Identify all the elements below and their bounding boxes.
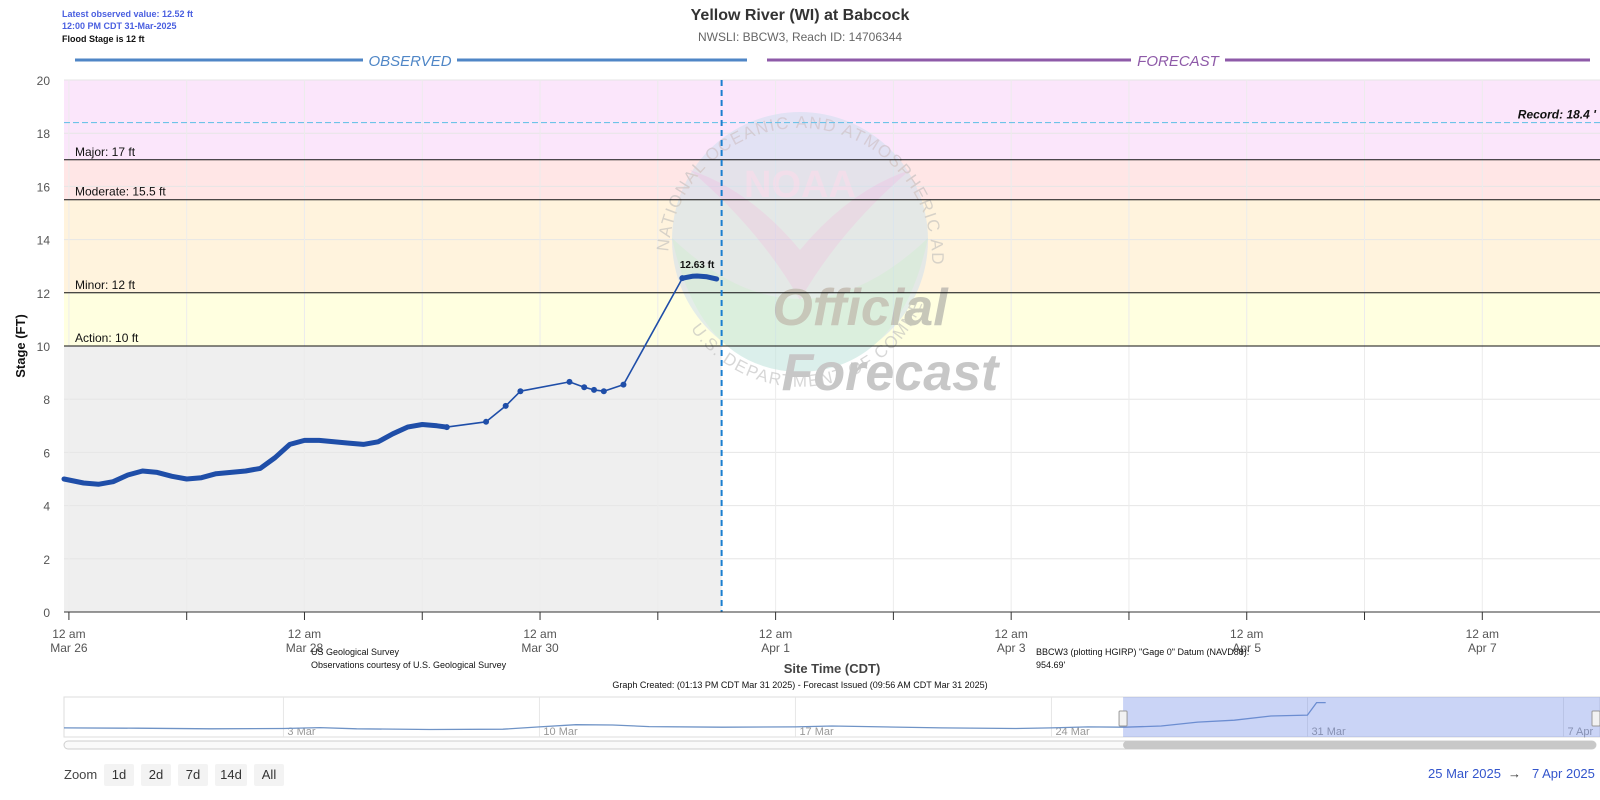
observed-point bbox=[591, 386, 598, 393]
observed-point bbox=[517, 388, 524, 395]
zoom-7d-button[interactable]: 7d bbox=[178, 764, 208, 786]
source-name: US Geological Survey bbox=[311, 647, 400, 657]
x-tick-label-date: Apr 7 bbox=[1468, 641, 1497, 655]
navigator: 3 Mar 10 Mar 17 Mar 24 Mar 31 Mar 7 Apr bbox=[63, 696, 1600, 750]
observed-point bbox=[483, 418, 490, 425]
zoom-14d-button[interactable]: 14d bbox=[215, 764, 247, 786]
source-note: Observations courtesy of U.S. Geological… bbox=[311, 660, 507, 670]
x-tick-label-date: Mar 26 bbox=[50, 641, 88, 655]
y-tick-label: 18 bbox=[37, 127, 51, 141]
x-axis-title: Site Time (CDT) bbox=[784, 661, 881, 676]
navigator-selection bbox=[1123, 697, 1600, 737]
datum-line-1: BBCW3 (plotting HGIRP) "Gage 0" Datum (N… bbox=[1036, 647, 1250, 657]
y-tick-label: 6 bbox=[43, 446, 50, 460]
x-tick-label-date: Mar 28 bbox=[286, 641, 324, 655]
x-tick-label-date: Mar 30 bbox=[521, 641, 559, 655]
datum-line-2: 954.69' bbox=[1036, 660, 1066, 670]
navigator-handle-left[interactable] bbox=[1118, 710, 1128, 727]
chart-subtitle: NWSLI: BBCW3, Reach ID: 14706344 bbox=[697, 30, 903, 44]
x-tick-label-time: 12 am bbox=[52, 627, 85, 641]
y-tick-label: 2 bbox=[43, 553, 50, 567]
latest-observed-time: 12:00 PM CDT 31-Mar-2025 bbox=[62, 21, 177, 31]
flood-label-major: Major: 17 ft bbox=[75, 145, 136, 159]
zoom-2d-button[interactable]: 2d bbox=[141, 764, 171, 786]
navigator-label: 24 Mar bbox=[1055, 726, 1090, 738]
zoom-label: Zoom bbox=[64, 767, 98, 782]
noaa-wave-icon bbox=[672, 238, 928, 372]
flood-stage-note: Flood Stage is 12 ft bbox=[62, 34, 145, 44]
range-to[interactable]: 7 Apr 2025 bbox=[1532, 766, 1595, 781]
latest-observed-value: Latest observed value: 12.52 ft bbox=[62, 9, 194, 19]
zoom-all-button[interactable]: All bbox=[254, 764, 284, 786]
y-tick-label: 4 bbox=[43, 500, 50, 514]
peak-value-label: 12.63 ft bbox=[680, 260, 715, 271]
y-tick-label: 20 bbox=[37, 74, 51, 88]
observed-point bbox=[581, 384, 588, 391]
observed-section-label: OBSERVED bbox=[368, 53, 451, 70]
chart-title: Yellow River (WI) at Babcock bbox=[690, 7, 910, 24]
y-tick-label: 16 bbox=[37, 180, 51, 194]
range-from[interactable]: 25 Mar 2025 bbox=[1428, 766, 1501, 781]
navigator-label: 3 Mar bbox=[287, 726, 315, 738]
y-tick-label: 12 bbox=[37, 287, 51, 301]
x-tick-label-time: 12 am bbox=[994, 627, 1027, 641]
flood-label-action: Action: 10 ft bbox=[75, 331, 139, 345]
graph-created-note: Graph Created: (01:13 PM CDT Mar 31 2025… bbox=[612, 680, 988, 690]
flood-label-minor: Minor: 12 ft bbox=[75, 278, 136, 292]
y-tick-label: 0 bbox=[43, 606, 50, 620]
navigator-handle-right[interactable] bbox=[1591, 710, 1600, 727]
y-tick-label: 10 bbox=[37, 340, 51, 354]
scrollbar-thumb[interactable] bbox=[1123, 741, 1596, 749]
x-tick-label-time: 12 am bbox=[1466, 627, 1499, 641]
forecast-section-label: FORECAST bbox=[1137, 53, 1221, 70]
noaa-bird-icon bbox=[690, 170, 910, 300]
observed-point bbox=[443, 424, 450, 431]
navigator-background bbox=[63, 696, 1600, 738]
y-tick-label: 14 bbox=[37, 234, 51, 248]
observed-series-1 bbox=[61, 422, 450, 487]
observed-series-2 bbox=[446, 277, 684, 428]
observed-point bbox=[566, 378, 573, 385]
watermark-official: Official bbox=[772, 279, 949, 337]
watermark-forecast: Forecast bbox=[782, 344, 1001, 402]
x-tick-label-date: Apr 1 bbox=[761, 641, 790, 655]
navigator-label: 7 Apr bbox=[1567, 726, 1593, 738]
record-label: Record: 18.4 ' bbox=[1518, 108, 1597, 122]
x-tick-label-time: 12 am bbox=[288, 627, 321, 641]
zoom-1d-button[interactable]: 1d bbox=[104, 764, 134, 786]
x-tick-label-time: 12 am bbox=[523, 627, 556, 641]
navigator-series bbox=[63, 701, 1326, 731]
y-axis-title: Stage (FT) bbox=[13, 314, 28, 378]
x-tick-label-time: 12 am bbox=[759, 627, 792, 641]
range-arrow: → bbox=[1508, 766, 1521, 781]
observed-point bbox=[600, 388, 607, 395]
observed-point bbox=[502, 402, 509, 409]
y-tick-label: 8 bbox=[43, 393, 50, 407]
x-tick-label-date: Apr 3 bbox=[997, 641, 1026, 655]
x-tick-label-time: 12 am bbox=[1230, 627, 1263, 641]
flood-label-moderate: Moderate: 15.5 ft bbox=[75, 185, 166, 199]
navigator-label: 31 Mar bbox=[1311, 726, 1346, 738]
observed-series-3 bbox=[679, 273, 720, 282]
navigator-label: 17 Mar bbox=[799, 726, 834, 738]
x-tick-label-date: Apr 5 bbox=[1232, 641, 1261, 655]
noaa-logo-text: NOAA bbox=[744, 164, 856, 206]
navigator-label: 10 Mar bbox=[543, 726, 578, 738]
observed-point bbox=[620, 381, 627, 388]
